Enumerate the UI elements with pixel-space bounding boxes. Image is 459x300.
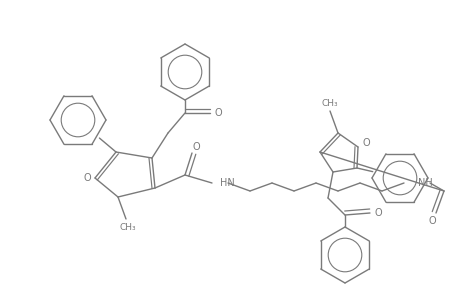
Text: O: O <box>83 173 90 183</box>
Text: NH: NH <box>417 178 432 188</box>
Text: HN: HN <box>219 178 234 188</box>
Text: CH₃: CH₃ <box>119 223 136 232</box>
Text: O: O <box>427 216 435 226</box>
Text: CH₃: CH₃ <box>321 98 337 107</box>
Text: O: O <box>192 142 199 152</box>
Text: O: O <box>373 208 381 218</box>
Text: O: O <box>214 108 221 118</box>
Text: O: O <box>361 138 369 148</box>
